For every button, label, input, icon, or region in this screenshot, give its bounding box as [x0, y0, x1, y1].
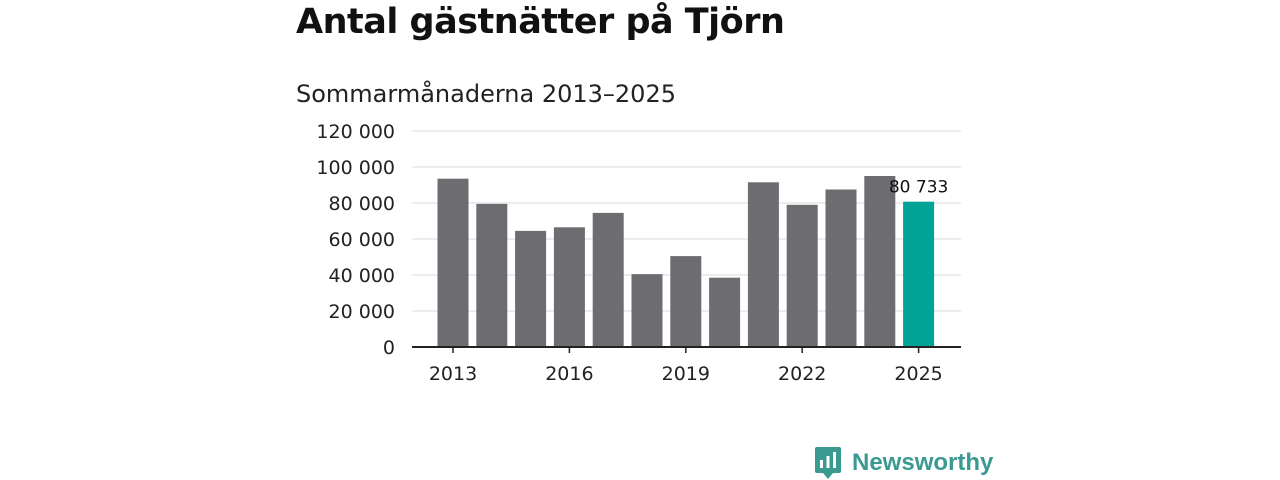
y-tick-label: 80 000 — [329, 193, 395, 215]
bar — [437, 178, 469, 347]
y-tick-label: 0 — [383, 337, 395, 359]
data-label: 80 733 — [889, 178, 948, 198]
bar — [903, 201, 935, 347]
bar — [592, 212, 624, 347]
newsworthy-logo-icon — [815, 447, 841, 479]
bar-chart: 0 20 000 40 000 60 000 80 000 100 000 120 000 8… — [316, 121, 961, 385]
bar — [864, 176, 896, 347]
bar — [476, 203, 508, 347]
y-tick-label: 40 000 — [329, 265, 395, 287]
bar — [515, 230, 547, 347]
chart-title: Antal gästnätter på Tjörn — [296, 2, 785, 42]
x-tick-label: 2013 — [429, 363, 477, 385]
brand-logo: Newsworthy — [814, 446, 993, 480]
y-tick-label: 60 000 — [329, 229, 395, 251]
x-tick-label: 2025 — [894, 363, 942, 385]
bar — [747, 182, 779, 347]
bar — [631, 274, 663, 347]
bar — [825, 189, 857, 347]
bar — [709, 277, 741, 347]
x-tick-label: 2016 — [545, 363, 593, 385]
x-tick-label: 2022 — [778, 363, 826, 385]
chart-subtitle: Sommarmånaderna 2013–2025 — [296, 80, 676, 108]
y-tick-label: 100 000 — [316, 157, 395, 179]
bar — [786, 204, 818, 347]
y-tick-label: 120 000 — [316, 121, 395, 143]
y-tick-label: 20 000 — [329, 301, 395, 323]
bar — [670, 256, 702, 347]
bar — [553, 227, 585, 347]
x-tick-label: 2019 — [662, 363, 710, 385]
brand-name: Newsworthy — [852, 449, 994, 476]
